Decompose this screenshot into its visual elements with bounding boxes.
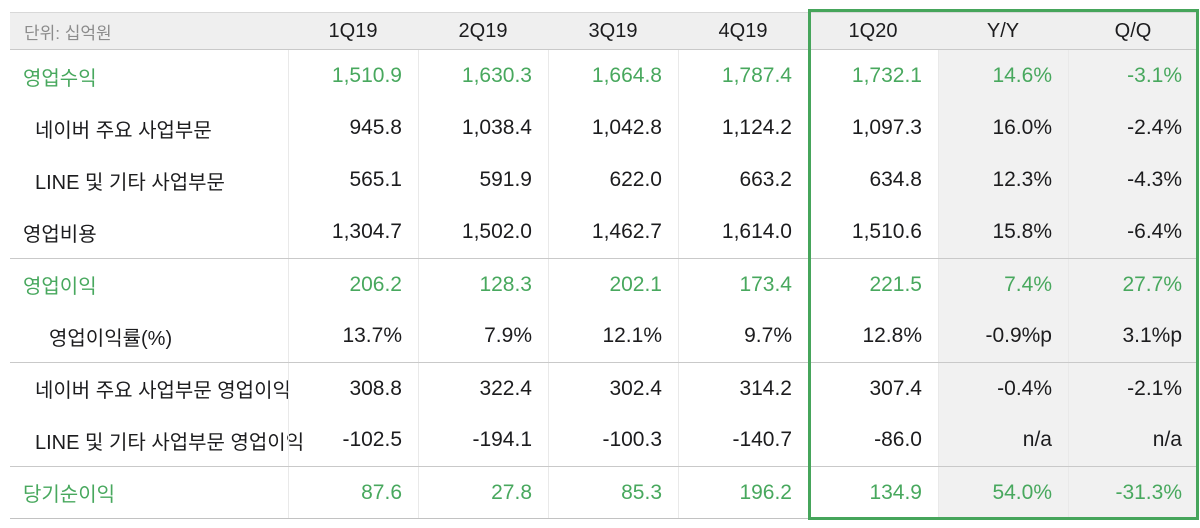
value-cell: 1,502.0 [418,206,548,258]
value-cell: 565.1 [288,154,418,206]
column-header-1q19: 1Q19 [328,19,378,42]
value-cell: n/a [938,414,1068,466]
value-cell: 16.0% [938,102,1068,154]
table-row: 당기순이익 87.6 27.8 85.3 196.2 134.9 54.0% -… [10,466,1198,518]
value-cell: 1,462.7 [548,206,678,258]
value-cell: -100.3 [548,414,678,466]
value-cell: 128.3 [418,259,548,310]
value-cell: 1,664.8 [548,50,678,102]
value-cell: 15.8% [938,206,1068,258]
value-cell: 14.6% [938,50,1068,102]
value-cell: -194.1 [418,414,548,466]
value-cell: -4.3% [1068,154,1198,206]
value-cell: 9.7% [678,310,808,362]
value-cell: 12.3% [938,154,1068,206]
value-cell: 1,787.4 [678,50,808,102]
value-cell: 85.3 [548,467,678,518]
row-label: 영업수익 [23,67,97,90]
row-label: 영업비용 [23,223,97,246]
table-row: 영업이익 206.2 128.3 202.1 173.4 221.5 7.4% … [10,258,1198,310]
row-label: LINE 및 기타 사업부문 [35,171,225,194]
value-cell: 27.7% [1068,259,1198,310]
table-row: 영업비용 1,304.7 1,502.0 1,462.7 1,614.0 1,5… [10,206,1198,258]
row-label: LINE 및 기타 사업부문 영업이익 [35,431,305,454]
table-header-row: 단위: 십억원 1Q19 2Q19 3Q19 4Q19 1Q20 Y/Y Q/Q [10,12,1198,50]
value-cell: 206.2 [288,259,418,310]
column-header-4q19: 4Q19 [718,19,768,42]
table-row: 네이버 주요 사업부문 영업이익 308.8 322.4 302.4 314.2… [10,362,1198,414]
value-cell: 1,097.3 [808,102,938,154]
value-cell: 1,124.2 [678,102,808,154]
value-cell: -3.1% [1068,50,1198,102]
column-header-1q20: 1Q20 [848,19,898,42]
value-cell: 202.1 [548,259,678,310]
table-row: 영업이익률(%) 13.7% 7.9% 12.1% 9.7% 12.8% -0.… [10,310,1198,362]
value-cell: 27.8 [418,467,548,518]
value-cell: 308.8 [288,363,418,414]
value-cell: 1,732.1 [808,50,938,102]
row-label: 네이버 주요 사업부문 영업이익 [35,380,291,402]
value-cell: 322.4 [418,363,548,414]
value-cell: 1,510.6 [808,206,938,258]
table-row: 네이버 주요 사업부문 945.8 1,038.4 1,042.8 1,124.… [10,102,1198,154]
value-cell: 7.4% [938,259,1068,310]
column-header-3q19: 3Q19 [588,19,638,42]
column-header-2q19: 2Q19 [458,19,508,42]
column-header-qq: Q/Q [1114,19,1152,42]
value-cell: 12.1% [548,310,678,362]
value-cell: 134.9 [808,467,938,518]
value-cell: 307.4 [808,363,938,414]
value-cell: n/a [1068,414,1198,466]
value-cell: 13.7% [288,310,418,362]
value-cell: 221.5 [808,259,938,310]
value-cell: 1,042.8 [548,102,678,154]
row-label: 영업이익률(%) [49,327,173,350]
value-cell: 1,038.4 [418,102,548,154]
value-cell: 12.8% [808,310,938,362]
table-row: 영업수익 1,510.9 1,630.3 1,664.8 1,787.4 1,7… [10,50,1198,102]
value-cell: 1,304.7 [288,206,418,258]
value-cell: 1,614.0 [678,206,808,258]
table-row: LINE 및 기타 사업부문 565.1 591.9 622.0 663.2 6… [10,154,1198,206]
value-cell: -31.3% [1068,467,1198,518]
value-cell: 196.2 [678,467,808,518]
value-cell: -102.5 [288,414,418,466]
value-cell: 634.8 [808,154,938,206]
column-header-yy: Y/Y [986,19,1020,42]
value-cell: 314.2 [678,363,808,414]
value-cell: -2.4% [1068,102,1198,154]
value-cell: -86.0 [808,414,938,466]
value-cell: 1,510.9 [288,50,418,102]
financial-results-table: 단위: 십억원 1Q19 2Q19 3Q19 4Q19 1Q20 Y/Y Q/Q… [10,9,1199,520]
value-cell: 173.4 [678,259,808,310]
value-cell: -6.4% [1068,206,1198,258]
value-cell: 945.8 [288,102,418,154]
value-cell: -0.9%p [938,310,1068,362]
value-cell: 3.1%p [1068,310,1198,362]
value-cell: -2.1% [1068,363,1198,414]
table-row: LINE 및 기타 사업부문 영업이익 -102.5 -194.1 -100.3… [10,414,1198,466]
value-cell: 87.6 [288,467,418,518]
value-cell: 663.2 [678,154,808,206]
row-label: 영업이익 [23,276,97,298]
row-label: 당기순이익 [23,484,115,506]
value-cell: 1,630.3 [418,50,548,102]
value-cell: 591.9 [418,154,548,206]
value-cell: 302.4 [548,363,678,414]
value-cell: 54.0% [938,467,1068,518]
value-cell: -0.4% [938,363,1068,414]
row-label: 네이버 주요 사업부문 [35,119,212,142]
unit-label: 단위: 십억원 [24,23,112,43]
value-cell: -140.7 [678,414,808,466]
value-cell: 622.0 [548,154,678,206]
value-cell: 7.9% [418,310,548,362]
